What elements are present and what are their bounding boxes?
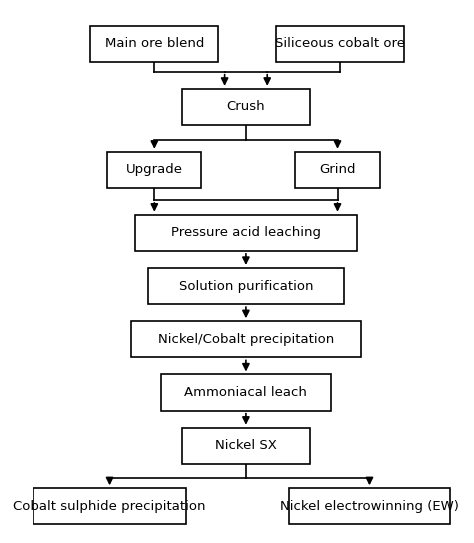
Bar [182, 428, 310, 464]
Text: Grind: Grind [319, 163, 356, 176]
Text: Pressure acid leaching: Pressure acid leaching [171, 226, 321, 239]
Bar [108, 151, 201, 188]
Bar [131, 321, 361, 357]
Bar [182, 89, 310, 125]
Bar [276, 26, 403, 62]
Bar [135, 214, 356, 251]
Bar [161, 374, 331, 411]
Text: Solution purification: Solution purification [179, 280, 313, 293]
Text: Nickel electrowinning (EW): Nickel electrowinning (EW) [280, 500, 459, 513]
Text: Siliceous cobalt ore: Siliceous cobalt ore [274, 37, 405, 50]
Text: Crush: Crush [227, 100, 265, 113]
Bar [148, 268, 344, 304]
Bar [289, 488, 450, 525]
Bar [33, 488, 186, 525]
Text: Nickel SX: Nickel SX [215, 439, 277, 452]
Text: Ammoniacal leach: Ammoniacal leach [184, 386, 307, 399]
Text: Main ore blend: Main ore blend [105, 37, 204, 50]
Bar [295, 151, 380, 188]
Text: Nickel/Cobalt precipitation: Nickel/Cobalt precipitation [158, 333, 334, 346]
Text: Upgrade: Upgrade [126, 163, 183, 176]
Bar [91, 26, 218, 62]
Text: Cobalt sulphide precipitation: Cobalt sulphide precipitation [13, 500, 206, 513]
